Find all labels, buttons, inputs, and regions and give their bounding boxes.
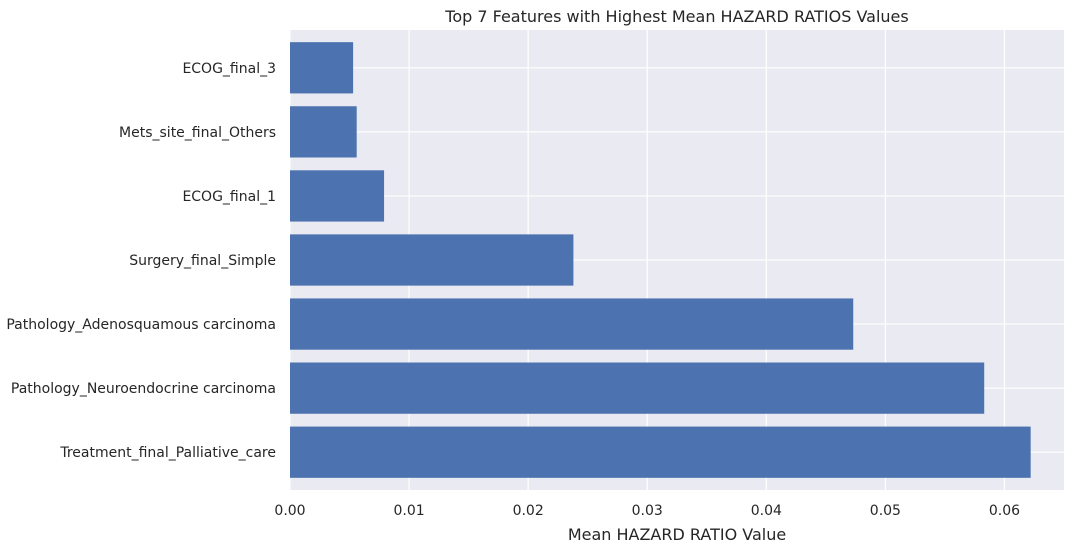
x-tick-label: 0.04 — [751, 503, 782, 519]
y-tick-label: Mets_site_final_Others — [119, 125, 276, 141]
x-tick-label: 0.06 — [989, 503, 1020, 519]
bar-1 — [290, 362, 985, 414]
x-axis-ticks: 0.00 0.01 0.02 0.03 0.04 0.05 0.06 — [274, 503, 1020, 519]
y-tick-label: Treatment_final_Palliative_care — [59, 445, 276, 461]
bar-3 — [290, 234, 574, 286]
y-tick-label: ECOG_final_1 — [182, 189, 276, 205]
bar-layer — [290, 42, 1031, 478]
x-axis-title: Mean HAZARD RATIO Value — [568, 525, 786, 544]
bar-6 — [290, 42, 354, 94]
bar-4 — [290, 170, 385, 222]
y-axis-ticks: Treatment_final_Palliative_care Pathology… — [6, 61, 276, 461]
x-tick-label: 0.01 — [393, 503, 424, 519]
y-tick-label: Pathology_Neuroendocrine carcinoma — [11, 381, 276, 397]
bar-0 — [290, 426, 1031, 478]
chart-title: Top 7 Features with Highest Mean HAZARD … — [444, 7, 908, 26]
x-tick-label: 0.03 — [632, 503, 663, 519]
x-tick-label: 0.05 — [870, 503, 901, 519]
y-tick-label: Surgery_final_Simple — [129, 253, 276, 269]
x-tick-label: 0.02 — [513, 503, 544, 519]
bar-5 — [290, 106, 357, 158]
bar-2 — [290, 298, 854, 350]
y-tick-label: ECOG_final_3 — [182, 61, 276, 77]
y-tick-label: Pathology_Adenosquamous carcinoma — [6, 317, 276, 333]
x-tick-label: 0.00 — [274, 503, 305, 519]
